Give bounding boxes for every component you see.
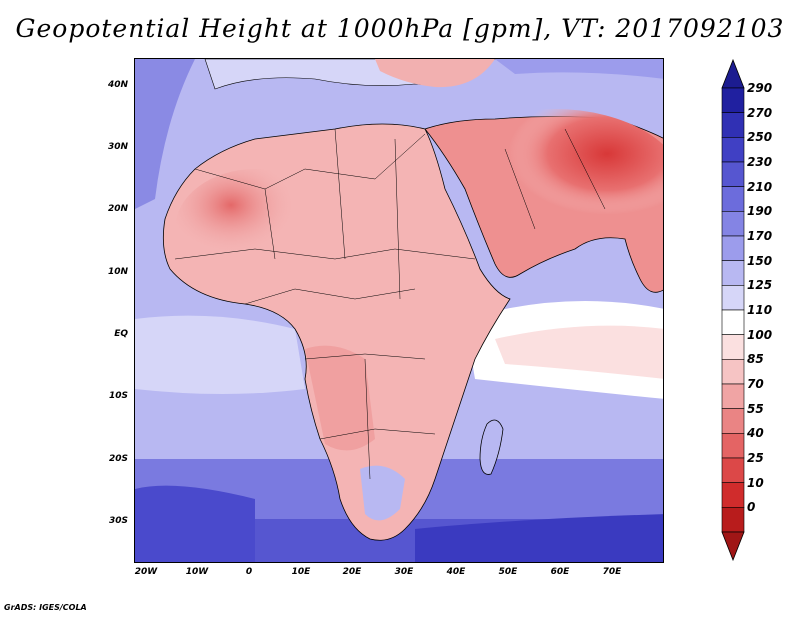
colorbar-segment — [721, 433, 745, 459]
colorbar-label: 290 — [747, 81, 773, 95]
colorbar-label: 100 — [747, 327, 773, 342]
colorbar-segment — [721, 137, 745, 163]
lat-label-10n: 10N — [107, 267, 128, 277]
lon-label-20w: 20W — [134, 567, 158, 577]
colorbar-label: 0 — [747, 500, 756, 515]
colorbar-segment — [721, 383, 745, 409]
colorbar-top-arrow — [721, 58, 745, 89]
colorbar-segment — [721, 457, 745, 483]
colorbar-segment — [721, 211, 745, 237]
lat-label-20n: 20N — [107, 204, 128, 214]
colorbar-segment — [721, 482, 745, 508]
colorbar-label: 170 — [747, 229, 773, 243]
colorbar-label: 190 — [747, 204, 773, 219]
colorbar-label: 70 — [747, 377, 764, 391]
lat-label-30n: 30N — [107, 142, 128, 152]
lon-label-50e: 50E — [498, 567, 518, 577]
map-title: Geopotential Height at 1000hPa [gpm], VT… — [15, 14, 785, 43]
colorbar-label: 210 — [747, 179, 773, 194]
lon-label-20e: 20E — [342, 567, 362, 577]
lon-label-30e: 30E — [394, 567, 414, 577]
colorbar-segment — [721, 186, 745, 212]
colorbar-segment — [721, 112, 745, 138]
colorbar-segment — [721, 161, 745, 187]
colorbar-segment — [721, 334, 745, 360]
lon-label-10w: 10W — [185, 567, 209, 577]
credit-label: GrADS: IGES/COLA — [4, 603, 87, 612]
lon-label-60e: 60E — [550, 567, 570, 577]
colorbar-segment — [721, 359, 745, 385]
colorbar-label: 230 — [747, 155, 773, 169]
colorbar-label: 85 — [747, 352, 764, 367]
colorbar-segment — [721, 285, 745, 311]
colorbar-label: 10 — [747, 475, 764, 490]
lat-label-10s: 10S — [108, 391, 128, 401]
lon-label-70e: 70E — [602, 567, 622, 577]
geopotential-map — [135, 59, 663, 562]
colorbar-segment — [721, 309, 745, 335]
colorbar-segment — [721, 260, 745, 286]
colorbar-label: 55 — [747, 401, 764, 416]
colorbar-label: 125 — [747, 278, 773, 293]
colorbar-label: 110 — [747, 303, 773, 317]
madagascar — [479, 419, 504, 475]
colorbar-segment — [721, 235, 745, 261]
lat-label-eq: EQ — [114, 329, 128, 339]
colorbar-label: 270 — [747, 105, 773, 120]
colorbar-segment — [721, 408, 745, 434]
lat-label-40n: 40N — [107, 80, 128, 90]
colorbar-segment — [721, 507, 745, 533]
colorbar-label: 25 — [747, 451, 764, 465]
lon-label-40e: 40E — [446, 567, 466, 577]
colorbar-bottom-arrow — [721, 531, 745, 562]
lon-label-10e: 10E — [291, 567, 311, 577]
colorbar-label: 150 — [747, 253, 773, 268]
colorbar-label: 250 — [747, 130, 773, 145]
colorbar-label: 40 — [747, 426, 764, 441]
map-frame — [134, 58, 664, 563]
colorbar — [721, 58, 745, 562]
lat-label-30s: 30S — [108, 516, 128, 526]
lon-label-0: 0 — [245, 567, 253, 577]
colorbar-segment — [721, 87, 745, 113]
lat-label-20s: 20S — [108, 454, 128, 464]
